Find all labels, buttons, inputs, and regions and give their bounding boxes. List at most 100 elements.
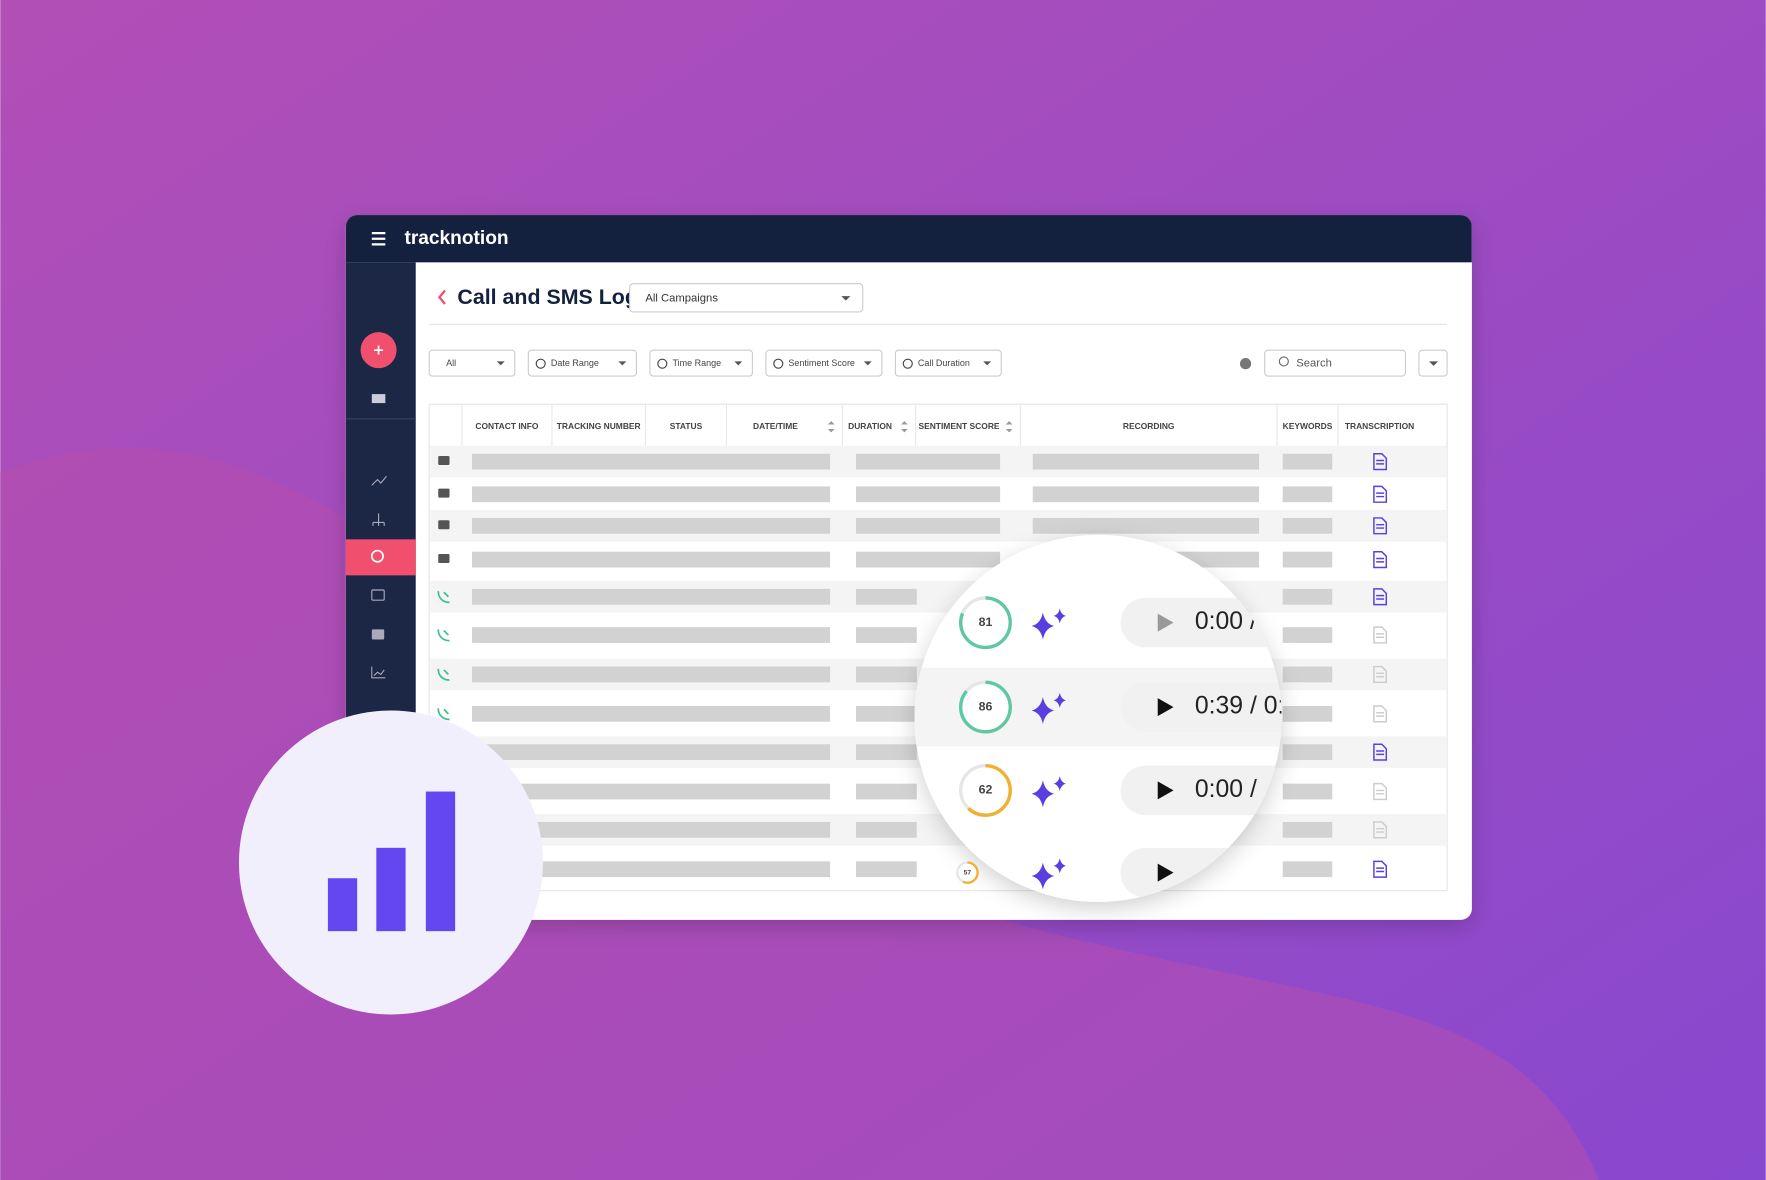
- chat-icon[interactable]: [371, 589, 385, 601]
- placeholder: [855, 821, 917, 838]
- placeholder: [855, 705, 917, 722]
- back-button[interactable]: [437, 289, 446, 305]
- filter-icon: [902, 358, 913, 369]
- placeholder: [472, 453, 831, 470]
- column-header: CONTACT INFO: [475, 421, 539, 431]
- ai-sparkle[interactable]: [1031, 858, 1066, 890]
- filter-icon: [657, 358, 668, 369]
- ai-sparkle[interactable]: [1031, 608, 1066, 640]
- placeholder: [472, 588, 831, 605]
- playback-time: 0:00 /: [1195, 608, 1257, 635]
- sms-icon: [438, 553, 450, 563]
- play-button[interactable]: [1157, 613, 1174, 632]
- score-label: 86: [979, 699, 993, 713]
- badge-bar: [327, 878, 358, 932]
- play-button[interactable]: [1157, 698, 1174, 717]
- filter-button[interactable]: [428, 349, 516, 377]
- sms-icon: [438, 488, 450, 498]
- transcription-icon[interactable]: [1373, 588, 1388, 606]
- filter-label: All: [446, 358, 456, 368]
- score-ring: [956, 861, 979, 884]
- report-icon[interactable]: [371, 666, 386, 679]
- sort-icon[interactable]: [827, 421, 835, 433]
- column-header[interactable]: SENTIMENT SCORE: [918, 421, 999, 431]
- filter-caret: [983, 361, 992, 366]
- flow-icon[interactable]: [372, 513, 385, 526]
- sidebar-active[interactable]: [345, 539, 416, 576]
- filter-button[interactable]: [765, 349, 883, 377]
- call-log-icon: [370, 549, 384, 563]
- placeholder: [472, 705, 831, 722]
- sms-icon[interactable]: [371, 629, 385, 640]
- filter-button[interactable]: [649, 349, 753, 377]
- column-header[interactable]: DATE/TIME: [753, 421, 798, 431]
- placeholder: [1282, 744, 1333, 761]
- transcription-icon[interactable]: [1373, 782, 1388, 801]
- placeholder: [472, 486, 831, 503]
- transcription-icon[interactable]: [1373, 517, 1388, 535]
- campaign-select-label: All Campaigns: [645, 292, 718, 304]
- score-label: 57: [964, 869, 972, 876]
- filter-button[interactable]: [894, 349, 1002, 377]
- placeholder: [1282, 821, 1333, 838]
- placeholder: [1032, 453, 1260, 470]
- campaign-icon[interactable]: [371, 394, 386, 404]
- placeholder: [855, 517, 1001, 534]
- audio-player[interactable]: [1120, 682, 1312, 732]
- filter-label: Sentiment Score: [788, 358, 855, 368]
- placeholder: [1282, 861, 1333, 878]
- search-icon: [1278, 356, 1289, 367]
- placeholder: [1282, 588, 1333, 605]
- placeholder: [855, 783, 917, 800]
- transcription-icon[interactable]: [1373, 485, 1388, 503]
- transcription-icon[interactable]: [1373, 453, 1388, 471]
- placeholder: [855, 744, 917, 761]
- play-button[interactable]: [1157, 781, 1174, 800]
- search-box[interactable]: [1264, 349, 1407, 377]
- transcription-icon[interactable]: [1373, 743, 1388, 761]
- transcription-icon[interactable]: [1373, 550, 1388, 569]
- score-label: 62: [979, 783, 993, 797]
- placeholder: [855, 861, 917, 878]
- placeholder: [472, 821, 831, 838]
- filter-button[interactable]: [527, 349, 637, 377]
- transcription-icon[interactable]: [1373, 821, 1388, 839]
- transcription-icon[interactable]: [1373, 626, 1388, 644]
- score-ring: [959, 763, 1012, 817]
- placeholder: [472, 861, 831, 878]
- menu-button[interactable]: [371, 231, 386, 246]
- ai-sparkle[interactable]: [1031, 776, 1066, 808]
- playback-time: 0:00 /: [1195, 776, 1257, 803]
- call-icon: [437, 629, 450, 642]
- transcription-icon[interactable]: [1373, 705, 1388, 723]
- column-header: TRACKING NUMBER: [557, 421, 641, 431]
- ai-sparkle[interactable]: [1031, 692, 1066, 724]
- play-button[interactable]: [1157, 863, 1174, 882]
- placeholder: [472, 551, 831, 568]
- placeholder: [855, 666, 917, 683]
- score-label: 81: [979, 615, 993, 629]
- placeholder: [472, 666, 831, 683]
- column-header: KEYWORDS: [1283, 421, 1333, 431]
- column-header: TRANSCRIPTION: [1345, 421, 1414, 431]
- sms-icon: [438, 520, 450, 530]
- transcription-icon[interactable]: [1373, 665, 1388, 684]
- badge-bar: [425, 791, 456, 932]
- help-icon[interactable]: [1239, 358, 1252, 370]
- filter-icon: [773, 358, 784, 369]
- campaign-select[interactable]: [629, 283, 864, 313]
- placeholder: [855, 588, 917, 605]
- sort-icon[interactable]: [901, 421, 908, 433]
- column-header[interactable]: DURATION: [848, 421, 892, 431]
- placeholder: [855, 627, 917, 643]
- placeholder: [472, 627, 831, 643]
- column-header: RECORDING: [1123, 421, 1175, 431]
- add-icon: [374, 345, 384, 355]
- transcription-icon[interactable]: [1373, 860, 1388, 878]
- analytics-icon[interactable]: [371, 475, 387, 486]
- filter-caret: [618, 361, 627, 366]
- sort-icon[interactable]: [1005, 421, 1013, 433]
- placeholder: [855, 486, 1001, 503]
- brand: tracknotion: [404, 228, 508, 249]
